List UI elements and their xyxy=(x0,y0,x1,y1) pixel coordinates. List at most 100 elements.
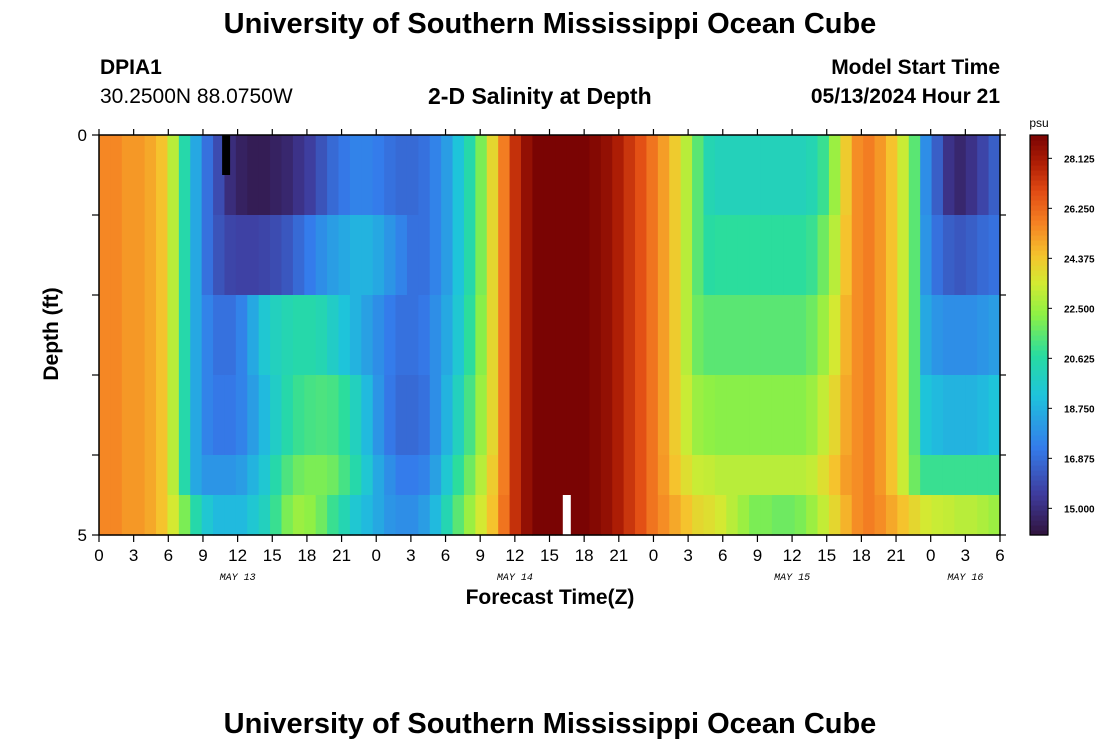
heatmap-cell xyxy=(463,215,476,296)
heatmap-cell xyxy=(406,135,419,216)
colorbar-segment xyxy=(1030,280,1048,286)
colorbar-tick-label: 22.500 xyxy=(1064,304,1095,315)
heatmap-cell xyxy=(965,135,978,216)
heatmap-cell xyxy=(418,455,431,496)
heatmap-cell xyxy=(623,215,636,296)
heatmap-cell xyxy=(965,455,978,496)
footer-title: University of Southern Mississippi Ocean… xyxy=(223,708,877,740)
heatmap-cell xyxy=(144,295,157,376)
heatmap-cell xyxy=(760,135,773,216)
heatmap-cell xyxy=(520,215,533,296)
heatmap-cell xyxy=(783,135,796,216)
heatmap-cell xyxy=(532,215,545,296)
colorbar-segment xyxy=(1030,395,1048,401)
colorbar-segment xyxy=(1030,260,1048,266)
heatmap-cell xyxy=(441,135,454,216)
colorbar-segment xyxy=(1030,350,1048,356)
heatmap-cell xyxy=(178,135,191,216)
colorbar-segment xyxy=(1030,315,1048,321)
heatmap-cell xyxy=(646,215,659,296)
heatmap-cell xyxy=(543,375,556,456)
heatmap-cell xyxy=(235,495,248,536)
heatmap-cell xyxy=(201,495,214,536)
heatmap-cell xyxy=(258,135,271,216)
y-tick-label: 5 xyxy=(78,526,87,545)
heatmap-cell xyxy=(726,455,739,496)
heatmap-cell xyxy=(680,375,693,456)
heatmap-cell xyxy=(977,295,990,376)
heatmap-cell xyxy=(760,295,773,376)
heatmap-cell xyxy=(532,455,545,496)
colorbar-segment xyxy=(1030,285,1048,291)
colorbar-segment xyxy=(1030,390,1048,396)
heatmap-cell xyxy=(657,495,670,536)
heatmap-cell xyxy=(908,495,921,536)
colorbar-segment xyxy=(1030,450,1048,456)
heatmap-cell xyxy=(885,455,898,496)
heatmap-cell xyxy=(475,495,488,536)
colorbar-segment xyxy=(1030,370,1048,376)
heatmap-cell xyxy=(714,215,727,296)
colorbar-tick-label: 28.125 xyxy=(1064,154,1095,165)
heatmap-cell xyxy=(475,135,488,216)
heatmap-cell xyxy=(156,215,169,296)
colorbar-tick-label: 24.375 xyxy=(1064,254,1095,265)
heatmap-cell xyxy=(110,135,123,216)
heatmap-cell xyxy=(589,135,602,216)
heatmap-cell xyxy=(361,375,374,456)
heatmap-cell xyxy=(783,215,796,296)
heatmap-cell xyxy=(372,295,385,376)
heatmap-cell xyxy=(794,495,807,536)
heatmap-cell xyxy=(942,295,955,376)
heatmap-cell xyxy=(463,375,476,456)
colorbar-unit: psu xyxy=(1029,116,1048,130)
heatmap-cell xyxy=(121,215,134,296)
heatmap-cell xyxy=(498,455,511,496)
heatmap-cell xyxy=(156,375,169,456)
colorbar-tick-label: 15.000 xyxy=(1064,504,1095,515)
heatmap-cell xyxy=(247,495,260,536)
heatmap-cell xyxy=(418,215,431,296)
heatmap-cell xyxy=(863,375,876,456)
heatmap-cell xyxy=(851,215,864,296)
heatmap-cell xyxy=(372,455,385,496)
heatmap-cell xyxy=(874,375,887,456)
heatmap-cell xyxy=(441,455,454,496)
date-label: MAY 16 xyxy=(947,573,983,584)
heatmap-cell xyxy=(224,455,237,496)
heatmap-cell xyxy=(737,495,750,536)
heatmap-cell xyxy=(635,455,648,496)
colorbar-segment xyxy=(1030,135,1048,141)
heatmap-cell xyxy=(806,215,819,296)
heatmap-cell xyxy=(931,295,944,376)
colorbar-segment xyxy=(1030,215,1048,221)
colorbar-segment xyxy=(1030,530,1048,536)
heatmap-cell xyxy=(657,215,670,296)
heatmap-cell xyxy=(498,215,511,296)
colorbar-segment xyxy=(1030,480,1048,486)
heatmap-cell xyxy=(828,295,841,376)
heatmap-cell xyxy=(384,135,397,216)
heatmap-cell xyxy=(920,295,933,376)
colorbar-segment xyxy=(1030,205,1048,211)
heatmap-cell xyxy=(977,455,990,496)
heatmap-cell xyxy=(190,295,203,376)
heatmap-cell xyxy=(703,375,716,456)
heatmap-cell xyxy=(874,135,887,216)
heatmap-cell xyxy=(543,295,556,376)
heatmap-cell xyxy=(840,375,853,456)
heatmap-cell xyxy=(623,495,636,536)
heatmap-cell xyxy=(566,375,579,456)
heatmap-cell xyxy=(646,135,659,216)
station-id: DPIA1 xyxy=(100,56,162,79)
heatmap-cell xyxy=(292,295,305,376)
heatmap-cell xyxy=(304,295,317,376)
heatmap-cell xyxy=(988,215,1001,296)
colorbar-segment xyxy=(1030,475,1048,481)
heatmap-cell xyxy=(133,455,146,496)
heatmap-cell xyxy=(110,215,123,296)
heatmap-cell xyxy=(315,375,328,456)
heatmap-cell xyxy=(680,295,693,376)
heatmap-cell xyxy=(543,215,556,296)
